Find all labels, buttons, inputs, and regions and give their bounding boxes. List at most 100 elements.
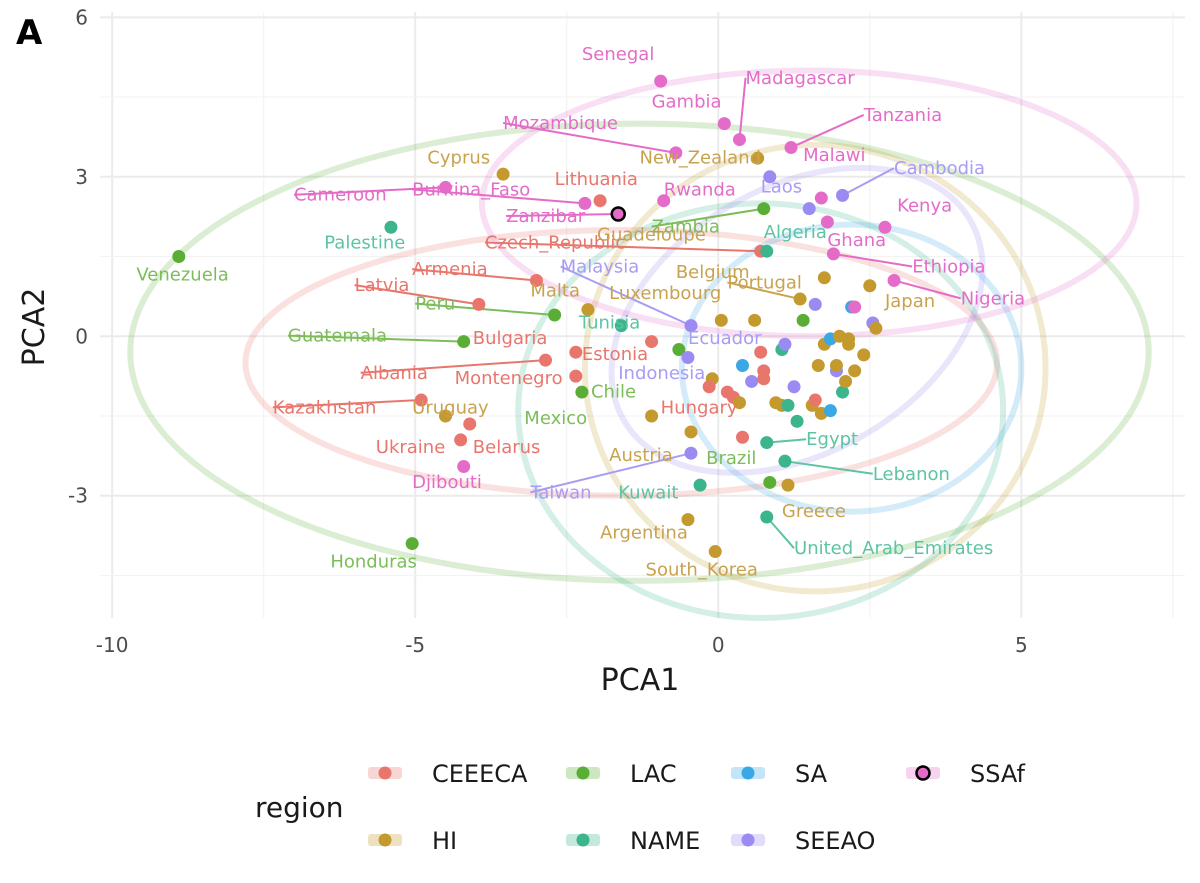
point-ceeeca (529, 273, 543, 287)
ellipse-ceeeca (242, 226, 1001, 499)
point-ceeeca (569, 369, 583, 383)
label-lebanon: Lebanon (873, 464, 950, 485)
point-ceeeca (539, 353, 553, 367)
leader-line-guatemala (287, 334, 464, 343)
leader-line-mozambique (502, 121, 677, 154)
point-name (790, 414, 804, 428)
point-ceeeca (736, 430, 750, 444)
label-ghana: Ghana (827, 230, 886, 251)
leader-line-malaysia (560, 265, 692, 327)
legend-dot-sa (741, 766, 755, 780)
leader-line-cambodia (842, 167, 895, 197)
label-kuwait: Kuwait (618, 482, 678, 503)
point-labels: Venezuela Palestine Honduras Cameroon Burkin… (136, 44, 1025, 581)
label-honduras: Honduras (330, 552, 417, 573)
point-hi (748, 313, 762, 327)
label-austria: Austria (609, 445, 673, 466)
point-name (614, 319, 628, 333)
point-lac (172, 250, 186, 264)
leader-line-czech-republic (484, 241, 761, 253)
y-axis-title: PCA2 (17, 288, 52, 367)
legend-dot-hi (378, 833, 392, 847)
point-hi (708, 545, 722, 559)
label-guadeloupe: Guadeloupe (597, 225, 706, 246)
point-hi (581, 303, 595, 317)
point-name (693, 478, 707, 492)
label-bulgaria: Bulgaria (473, 328, 548, 349)
x-tick-label: -5 (405, 633, 425, 657)
point-hi (857, 348, 871, 362)
point-lac (548, 308, 562, 322)
leader-line-nigeria (893, 279, 961, 300)
grid-lines (100, 12, 1185, 618)
point-name (384, 220, 398, 234)
leader-line-ethiopia (833, 252, 913, 268)
legend-label-hi: HI (432, 827, 457, 855)
label-malawi: Malawi (803, 145, 865, 166)
point-hi (869, 321, 883, 335)
x-tick-label: -10 (96, 633, 129, 657)
point-ssaf (610, 206, 627, 222)
leader-line-lebanon (784, 460, 873, 475)
leader-line-kazakhstan (272, 399, 422, 409)
label-tunisia: Tunisia (578, 312, 641, 333)
leader-line-tanzania (790, 114, 865, 149)
point-hi (714, 313, 728, 327)
label-cambodia: Cambodia (894, 158, 985, 179)
leader-line-portugal (727, 281, 801, 301)
label-madagascar: Madagascar (746, 68, 856, 89)
label-peru: Peru (415, 294, 455, 315)
legend-label-lac: LAC (630, 760, 677, 788)
point-ssaf (826, 247, 840, 261)
label-ecuador: Ecuador (688, 328, 762, 349)
label-greece: Greece (782, 501, 846, 522)
label-cameroon: Cameroon (294, 185, 387, 206)
point-hi (793, 292, 807, 306)
legend-label-sa: SA (795, 760, 828, 788)
label-brazil: Brazil (706, 448, 756, 469)
point-ssaf (878, 220, 892, 234)
point-seeao (684, 319, 698, 333)
point-ssaf (439, 180, 453, 194)
label-kenya: Kenya (897, 195, 952, 216)
point-hi (863, 279, 877, 293)
label-ukraine: Ukraine (376, 437, 446, 458)
label-malta: Malta (530, 280, 580, 301)
label-zanzibar: Zanzibar (506, 206, 586, 227)
leader-line-egypt (766, 438, 807, 444)
point-ceeeca (808, 393, 822, 407)
x-tick-label: 0 (712, 633, 725, 657)
point-seeao (684, 446, 698, 460)
data-points (172, 74, 901, 559)
label-estonia: Estonia (582, 344, 648, 365)
point-hi (817, 271, 831, 285)
label-leader-lines (272, 77, 961, 549)
point-ceeeca (414, 393, 428, 407)
point-lac (575, 385, 589, 399)
label-egypt: Egypt (806, 429, 858, 450)
point-name (760, 436, 774, 450)
label-burkina-faso: Burkina_Faso (412, 179, 530, 200)
leader-line-taiwan (530, 452, 692, 494)
x-tick-label: 5 (1015, 633, 1028, 657)
leader-line-armenia (412, 268, 537, 282)
legend-dot-ceeeca (378, 766, 392, 780)
point-sa (736, 359, 750, 372)
point-lac (757, 202, 771, 216)
label-chile: Chile (591, 381, 636, 402)
point-ssaf (784, 141, 798, 155)
point-ceeeca (463, 417, 477, 431)
point-hi (848, 364, 862, 378)
point-ceeeca (702, 380, 716, 394)
label-montenegro: Montenegro (455, 368, 563, 389)
label-malaysia: Malaysia (561, 256, 640, 277)
point-ssaf (814, 191, 828, 205)
label-lithuania: Lithuania (555, 169, 638, 190)
point-seeao (763, 170, 777, 184)
ellipse-sa (678, 221, 1025, 515)
point-ssaf (848, 300, 862, 314)
ellipse-lac (127, 120, 1152, 584)
label-djibouti: Djibouti (412, 472, 482, 493)
label-guatemala: Guatemala (288, 326, 387, 347)
